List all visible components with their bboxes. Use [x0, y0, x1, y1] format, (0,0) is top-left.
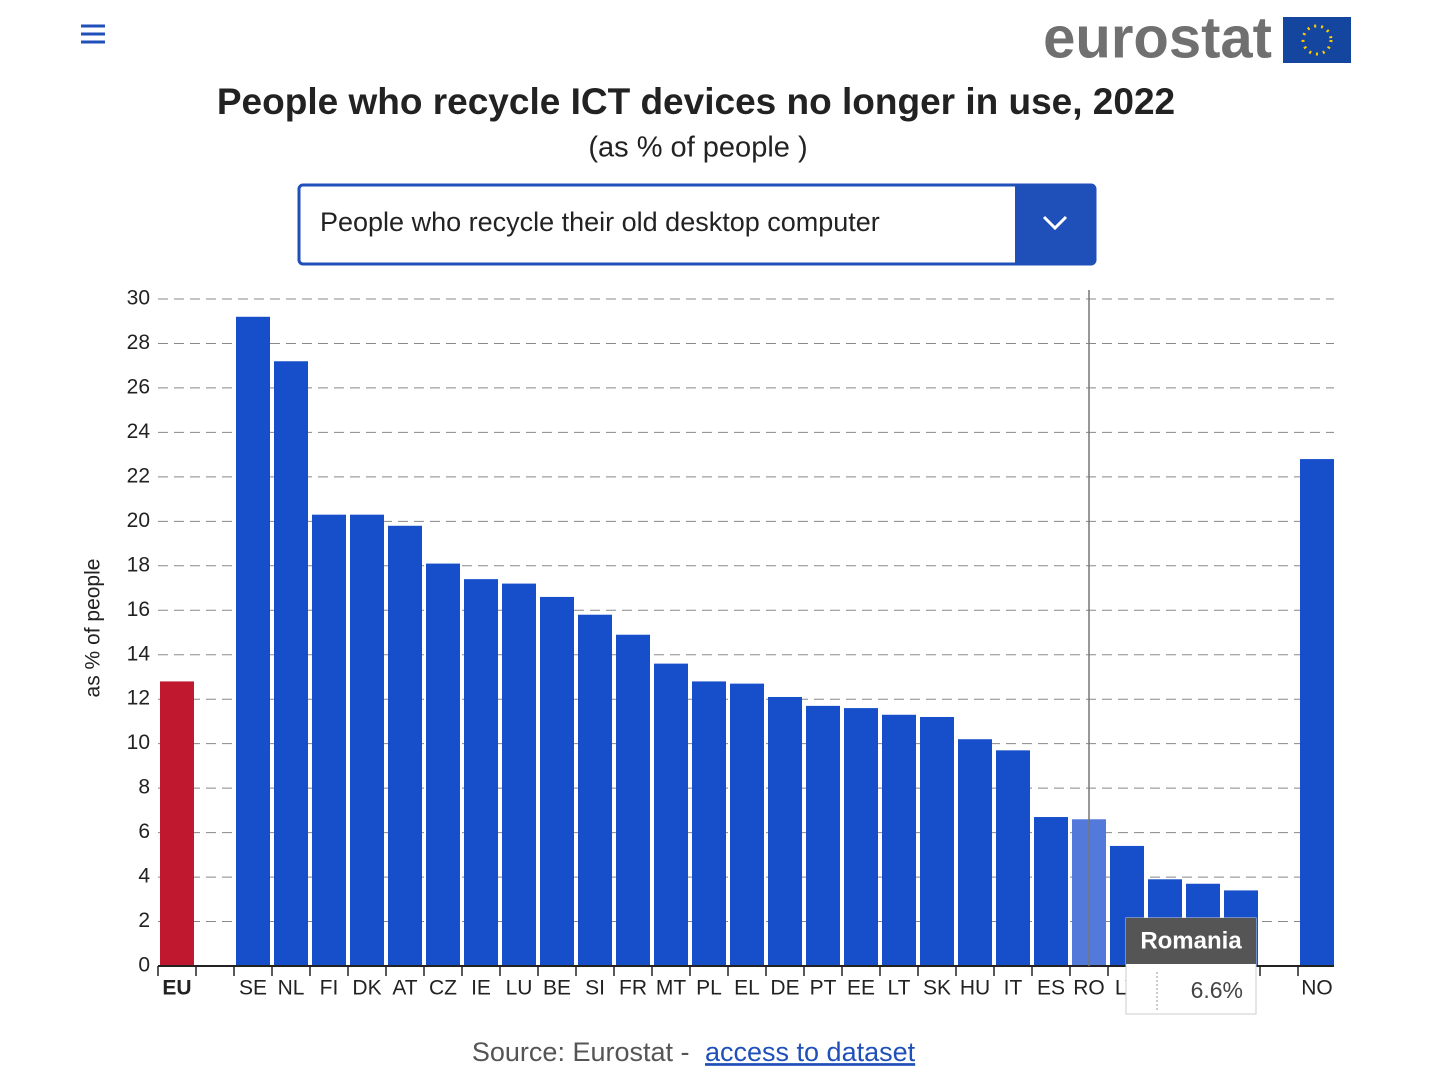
x-tick-label: EE: [847, 977, 875, 1000]
y-tick-label: 22: [127, 464, 150, 487]
x-tick-label: LT: [888, 977, 911, 1000]
bar: [806, 705, 840, 966]
tooltip-title: Romania: [1140, 927, 1242, 954]
bar: [160, 681, 194, 966]
x-tick-label: EU: [162, 977, 191, 1000]
bar: [312, 514, 346, 966]
x-tick-label: AT: [392, 977, 417, 1000]
x-tick-label: SI: [585, 977, 605, 1000]
x-tick-label: PT: [810, 977, 837, 1000]
x-tick-label: BE: [543, 977, 571, 1000]
bar: [958, 739, 992, 966]
y-tick-label: 14: [127, 642, 151, 665]
bar: [350, 514, 384, 966]
bar: [882, 714, 916, 966]
x-tick-label: HU: [960, 977, 990, 1000]
y-tick-label: 28: [127, 331, 150, 354]
flag: [1283, 17, 1351, 63]
y-tick-label: 2: [138, 909, 150, 932]
x-tick-label: LU: [506, 977, 533, 1000]
x-tick-label: RO: [1073, 977, 1105, 1000]
tooltip-header: [1126, 918, 1256, 964]
dropdown-button: [1015, 185, 1095, 264]
y-tick-label: 16: [127, 598, 150, 621]
bar: [540, 596, 574, 966]
menu-icon[interactable]: [81, 24, 105, 44]
dataset-link[interactable]: access to dataset: [705, 1037, 916, 1067]
bar: [616, 634, 650, 966]
y-tick-label: 20: [127, 509, 150, 532]
y-tick-label: 4: [138, 865, 150, 888]
y-tick-label: 6: [138, 820, 150, 843]
y-tick-label: 24: [127, 420, 151, 443]
tooltip-value: 6.6%: [1191, 977, 1243, 1003]
y-tick-label: 18: [127, 553, 150, 576]
dropdown-text: People who recycle their old desktop com…: [320, 207, 880, 237]
x-tick-label: FR: [619, 977, 647, 1000]
x-tick-label: NL: [278, 977, 305, 1000]
y-tick-label: 12: [127, 687, 150, 710]
bar: [692, 681, 726, 966]
eu-flag: [1283, 17, 1351, 63]
x-tick-label: ES: [1037, 977, 1065, 1000]
bar: [1300, 459, 1334, 966]
bar: [730, 683, 764, 966]
y-tick-label: 8: [138, 776, 150, 799]
chevron: [1042, 215, 1068, 231]
x-tick-label: PL: [696, 977, 722, 1000]
x-tick-label: IE: [471, 977, 491, 1000]
bar: [502, 583, 536, 966]
stars: [1301, 24, 1333, 56]
tooltip: Romania 6.6%: [1125, 917, 1257, 1015]
dropdown[interactable]: People who recycle their old desktop com…: [297, 183, 1097, 266]
bar: [844, 708, 878, 966]
x-tick-label: SE: [239, 977, 267, 1000]
bar: [464, 579, 498, 966]
chart-subtitle: (as % of people ): [588, 132, 807, 164]
bar: [996, 750, 1030, 966]
bar: [654, 663, 688, 966]
x-tick-label: DE: [770, 977, 799, 1000]
bar: [1034, 817, 1068, 966]
source: Source: Eurostat -: [472, 1037, 697, 1067]
x-tick-label: EL: [734, 977, 760, 1000]
x-tick-label: IT: [1004, 977, 1023, 1000]
y-tick-label: 26: [127, 375, 150, 398]
bar: [388, 525, 422, 966]
y-axis-label: as % of people: [82, 559, 105, 698]
y-tick-label: 10: [127, 731, 150, 754]
y-tick-label: 0: [138, 954, 150, 977]
chart-title: People who recycle ICT devices no longer…: [217, 81, 1175, 122]
x-tick-label: DK: [352, 977, 381, 1000]
bar: [274, 361, 308, 967]
logo: eurostat: [1043, 5, 1272, 70]
x-tick-label: FI: [320, 977, 339, 1000]
bar: [236, 316, 270, 967]
bar: [920, 716, 954, 966]
x-tick-label: SK: [923, 977, 951, 1000]
x-tick-label: CZ: [429, 977, 457, 1000]
bar: [578, 614, 612, 966]
bar: [426, 563, 460, 966]
x-tick-label: NO: [1301, 977, 1333, 1000]
bar: [768, 696, 802, 966]
x-tick-label: MT: [656, 977, 686, 1000]
y-tick-label: 30: [127, 287, 150, 310]
